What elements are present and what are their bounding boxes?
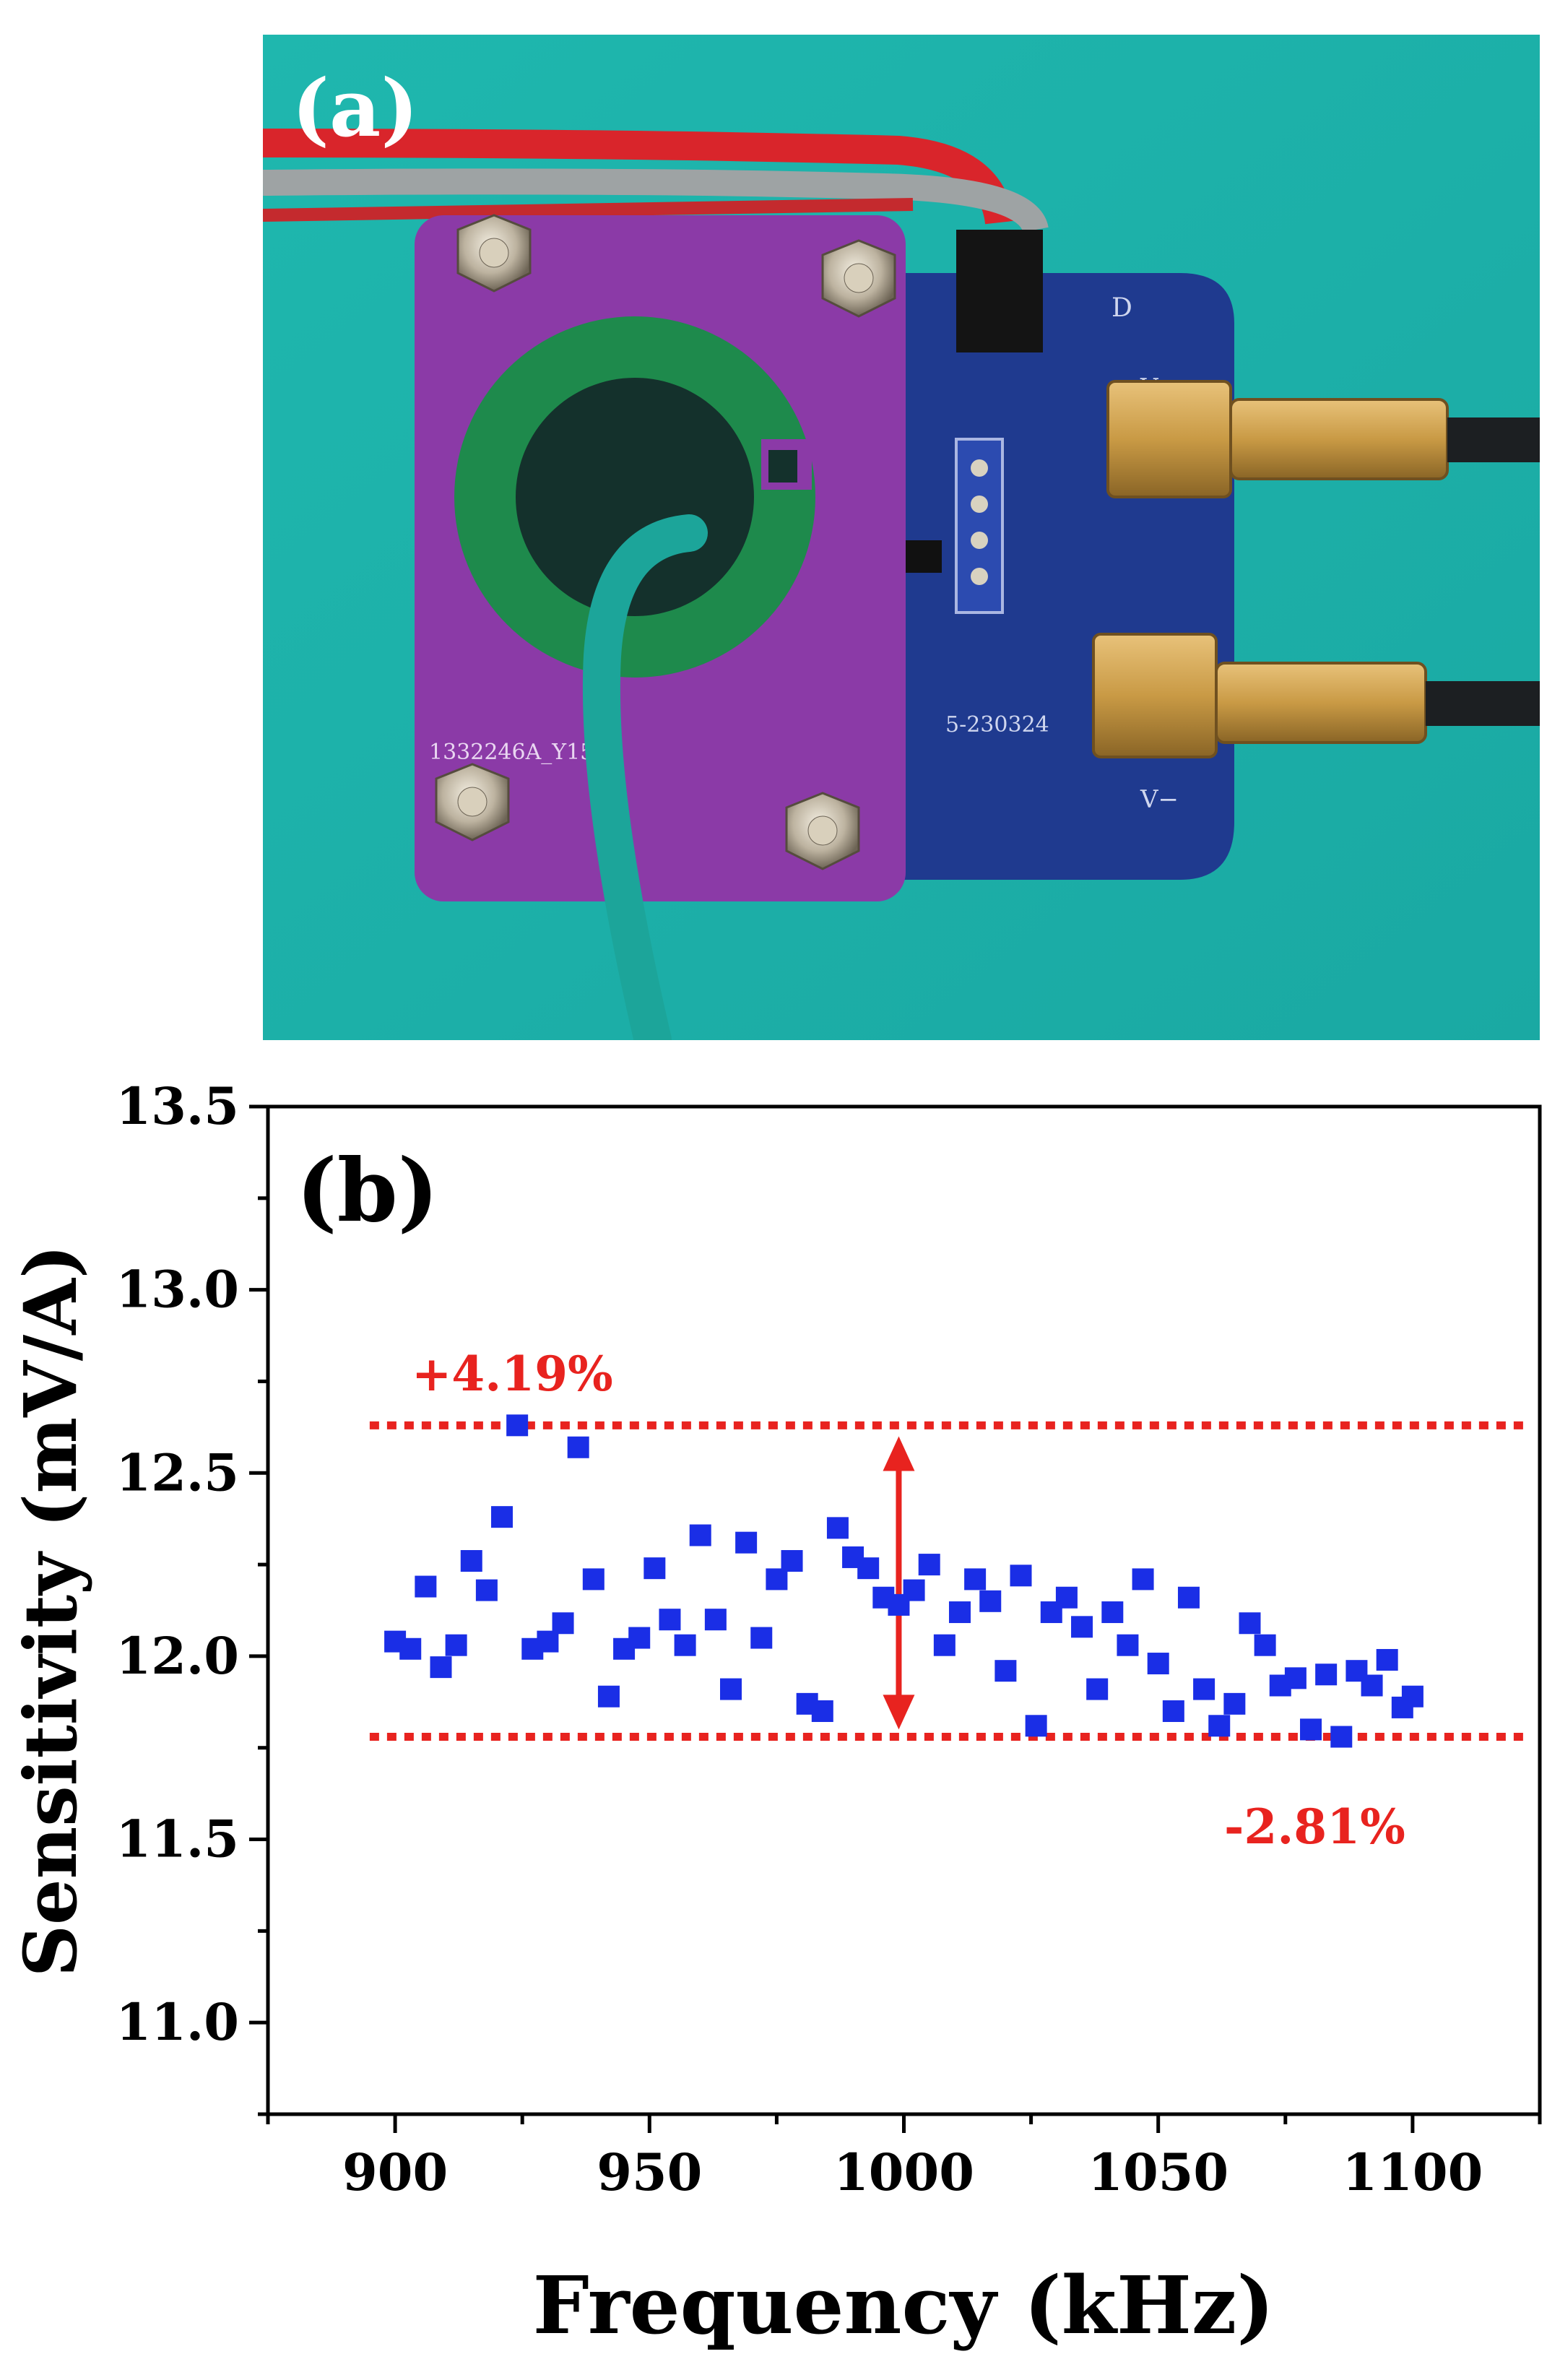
data-point: [582, 1568, 604, 1591]
data-point: [506, 1414, 529, 1437]
y-tick-label: 13.0: [116, 1260, 240, 1320]
primary-wire: [582, 514, 708, 1059]
red-wire: [262, 129, 1014, 225]
data-point: [445, 1634, 467, 1656]
data-point: [1401, 1685, 1424, 1708]
data-point: [415, 1575, 437, 1598]
data-point: [1010, 1565, 1032, 1587]
board-silkscreen-left: 1332246A_Y15: [429, 740, 594, 765]
nut-bottom-left: [435, 763, 510, 841]
x-tick-label: 1100: [1342, 2142, 1483, 2202]
data-point: [1055, 1586, 1078, 1609]
chart-marks: 900 950 1000 1050 1100 11.0 11.5 12.0 12.5 13.0 13…: [116, 1076, 1542, 2202]
data-point: [704, 1609, 727, 1631]
data-point: [1101, 1601, 1124, 1624]
data-point: [720, 1678, 742, 1700]
data-point: [750, 1627, 773, 1649]
data-point: [766, 1568, 788, 1591]
data-point: [1376, 1648, 1398, 1671]
data-point: [1208, 1715, 1231, 1737]
data-point: [979, 1590, 1002, 1612]
data-point: [597, 1685, 620, 1708]
data-point: [1254, 1634, 1276, 1656]
lower-bound-label: -2.81%: [1224, 1799, 1405, 1855]
range-arrow-head-down: [883, 1695, 915, 1730]
x-axis-label: Frequency (kHz): [533, 2259, 1275, 2352]
chart-svg: 900 950 1000 1050 1100 11.0 11.5 12.0 12.5 13.0 13…: [8, 1076, 1542, 2352]
data-point: [903, 1579, 925, 1601]
y-axis-label: Sensitivity (mV/A): [8, 1245, 93, 1977]
sensor-photo-drawing: D V V+ V− 5-230324 1332246A_Y15: [262, 35, 1540, 1059]
data-point: [826, 1517, 849, 1539]
data-point: [567, 1436, 589, 1458]
data-point: [918, 1554, 940, 1576]
y-tick-label: 12.5: [116, 1442, 240, 1502]
toroid-core: [454, 316, 815, 678]
sensor-photo: D V V+ V− 5-230324 1332246A_Y15: [262, 35, 1540, 1059]
data-point: [735, 1531, 758, 1554]
data-point: [537, 1630, 559, 1653]
data-point: [1147, 1653, 1169, 1675]
data-point: [399, 1637, 422, 1660]
connector-label-bottom: V−: [1140, 785, 1179, 814]
data-point: [1315, 1663, 1338, 1686]
panel-b-label: (b): [296, 1140, 438, 1242]
sma-connector-bottom: [1092, 633, 1540, 758]
data-point: [1239, 1612, 1261, 1635]
nut-top-left: [456, 214, 532, 293]
sma-connector-top: [1106, 380, 1540, 498]
x-tick-label: 1000: [833, 2142, 974, 2202]
nut-bottom-right: [785, 792, 860, 870]
data-point: [1193, 1678, 1216, 1700]
data-point: [628, 1627, 651, 1649]
data-point: [1132, 1568, 1154, 1591]
sensitivity-chart: 900 950 1000 1050 1100 11.0 11.5 12.0 12.5 13.0 13…: [0, 1040, 1560, 2377]
red-wire-2: [262, 198, 914, 222]
nut-top-right: [821, 239, 896, 318]
data-point: [1025, 1715, 1047, 1737]
data-point: [811, 1700, 833, 1722]
data-point: [1284, 1667, 1306, 1689]
board-silkscreen-right: 5-230324: [945, 712, 1049, 737]
range-arrow-head-up: [883, 1436, 915, 1471]
data-point: [1117, 1634, 1139, 1656]
y-tick-label: 13.5: [116, 1076, 240, 1136]
data-point: [430, 1656, 452, 1679]
data-point: [491, 1506, 514, 1528]
x-tick-label: 1050: [1088, 2142, 1228, 2202]
data-point: [948, 1601, 971, 1624]
data-point: [857, 1557, 880, 1580]
data-point: [674, 1634, 696, 1656]
data-point: [1071, 1616, 1093, 1638]
x-tick-label: 950: [597, 2142, 702, 2202]
power-label-right: D: [1112, 293, 1132, 323]
data-point: [552, 1612, 574, 1635]
y-tick-label: 12.0: [116, 1626, 240, 1686]
data-point: [933, 1634, 956, 1656]
panel-a-label: (a): [292, 61, 418, 155]
grey-wire: [262, 168, 1049, 234]
data-point: [1330, 1726, 1353, 1748]
data-point: [781, 1550, 803, 1572]
data-point: [460, 1550, 482, 1572]
data-point: [475, 1579, 498, 1601]
data-point: [1223, 1692, 1246, 1715]
data-point: [1177, 1586, 1200, 1609]
data-point: [1361, 1674, 1383, 1697]
data-point: [644, 1557, 666, 1580]
y-tick-label: 11.5: [116, 1809, 240, 1869]
y-tick-label: 11.0: [116, 1992, 240, 2052]
data-point: [689, 1524, 711, 1546]
data-point: [1162, 1700, 1184, 1722]
data-point: [659, 1609, 681, 1631]
data-point: [964, 1568, 987, 1591]
upper-bound-label: +4.19%: [412, 1346, 613, 1402]
power-connector: [956, 230, 1043, 352]
data-point: [994, 1660, 1017, 1682]
data-point: [1086, 1678, 1109, 1700]
x-tick-label: 900: [342, 2142, 448, 2202]
data-point: [1300, 1718, 1322, 1741]
